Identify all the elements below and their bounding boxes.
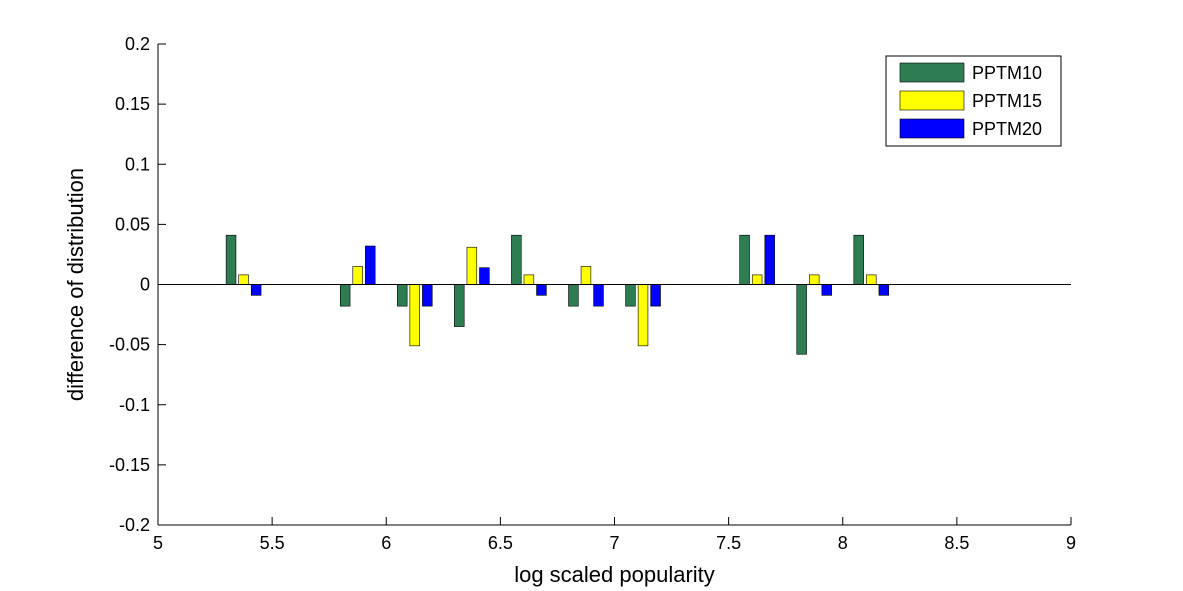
bar-pptm10: [511, 234, 522, 285]
bar-pptm10: [454, 284, 465, 327]
bar-pptm15: [523, 274, 535, 285]
bar-pptm20: [536, 284, 547, 296]
bar-pptm15: [352, 266, 363, 285]
legend-swatch-pptm15: [899, 90, 965, 111]
bar-pptm15: [751, 274, 763, 285]
legend-swatch-pptm20: [899, 118, 965, 139]
bar-pptm10: [796, 284, 807, 355]
bar-pptm10: [625, 284, 636, 307]
y-tick-label: 0: [140, 275, 150, 295]
bar-pptm10: [397, 284, 408, 307]
bar-pptm15: [466, 246, 478, 285]
bar-pptm10: [225, 234, 237, 285]
bar-pptm15: [866, 274, 877, 285]
y-tick-label: 0.1: [125, 154, 150, 174]
x-tick-label: 6.5: [488, 533, 513, 553]
bar-pptm20: [422, 284, 433, 307]
axes-layer: 5 5.5 6 6.5 7 7.5 8 8.5 9 -0.2 -0.15 -0.1 -0.05 0 0.05…: [109, 34, 1076, 553]
legend-label-pptm10: PPTM10: [972, 63, 1042, 83]
x-tick-label: 6: [381, 533, 391, 553]
x-tick-label: 5.5: [260, 533, 285, 553]
bar-pptm20: [479, 267, 490, 285]
bar-pptm15: [809, 274, 820, 285]
y-tick-label: 0.2: [125, 34, 150, 54]
x-tick-label: 8: [838, 533, 848, 553]
bar-pptm10: [853, 234, 864, 285]
bar-pptm20: [878, 284, 890, 296]
bar-pptm20: [821, 284, 832, 296]
x-tick-label: 7.5: [716, 533, 741, 553]
legend-swatch-pptm10: [899, 62, 965, 83]
bar-pptm20: [250, 284, 262, 296]
bar-pptm20: [650, 284, 661, 307]
y-tick-label: -0.05: [109, 335, 150, 355]
bar-pptm15: [409, 284, 420, 347]
bar-pptm15: [637, 284, 649, 347]
bar-pptm15: [580, 266, 592, 285]
bar-pptm20: [764, 234, 775, 285]
x-tick-label: 9: [1066, 533, 1076, 553]
y-axis-label: difference of distribution: [63, 168, 88, 401]
bar-pptm15: [238, 274, 249, 285]
legend-label-pptm15: PPTM15: [972, 91, 1042, 111]
legend: PPTM10 PPTM15 PPTM20: [885, 55, 1062, 147]
bar-pptm20: [365, 245, 376, 285]
bar-pptm10: [739, 234, 750, 285]
y-tick-label: -0.1: [119, 395, 150, 415]
legend-label-pptm20: PPTM20: [972, 119, 1042, 139]
bar-pptm10: [568, 284, 579, 307]
x-axis-label: log scaled popularity: [514, 562, 715, 587]
y-tick-label: 0.05: [115, 214, 150, 234]
x-tick-label: 5: [153, 533, 163, 553]
y-tick-label: 0.15: [115, 94, 150, 114]
y-tick-label: -0.2: [119, 515, 150, 535]
y-tick-label: -0.15: [109, 455, 150, 475]
bars-layer: [225, 234, 890, 355]
x-tick-label: 8.5: [944, 533, 969, 553]
bar-pptm10: [339, 284, 351, 307]
bar-pptm20: [593, 284, 604, 307]
x-tick-label: 7: [609, 533, 619, 553]
